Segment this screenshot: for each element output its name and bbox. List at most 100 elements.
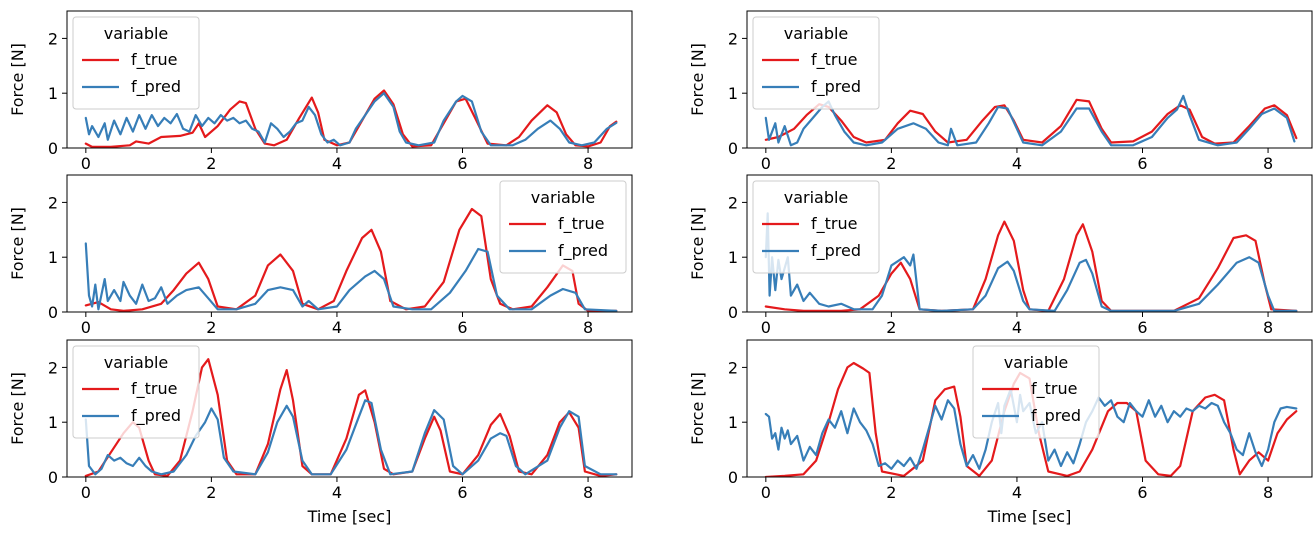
legend: variable f_true f_pred: [972, 345, 1100, 439]
x-axis-label: Time [sec]: [987, 507, 1072, 526]
y-tick-label: 1: [728, 413, 738, 432]
legend-label-f_pred: f_pred: [558, 241, 608, 261]
chart-panel-5: 0 2 4 6 8 0 1 2 Force [N] Time [sec] variable f_tru…: [8, 339, 633, 526]
x-tick-label: 8: [583, 483, 593, 502]
series-line-f_pred: [764, 94, 1296, 147]
series-line-f_pred: [84, 92, 618, 147]
plot-frame: [66, 174, 633, 313]
y-tick-label: 2: [728, 358, 738, 377]
legend-title: variable: [1004, 353, 1069, 372]
x-tick-label: 0: [761, 318, 771, 337]
y-axis-label: Force [N]: [8, 372, 27, 445]
x-tick-label: 0: [761, 154, 771, 173]
x-tick-label: 0: [81, 318, 91, 337]
x-tick-label: 8: [1263, 483, 1273, 502]
x-tick-label: 4: [1012, 154, 1022, 173]
legend-label-f_pred: f_pred: [1031, 406, 1081, 426]
legend: variable f_true f_pred: [752, 16, 880, 110]
legend-label-f_true: f_true: [131, 379, 177, 399]
legend: variable f_true f_pred: [752, 180, 880, 274]
x-tick-label: 6: [457, 483, 467, 502]
legend-label-f_pred: f_pred: [811, 241, 861, 261]
x-tick-label: 2: [206, 483, 216, 502]
legend-title: variable: [784, 188, 849, 207]
legend-label-f_true: f_true: [811, 50, 857, 70]
legend-title: variable: [784, 24, 849, 43]
y-tick-label: 0: [48, 468, 58, 487]
y-tick-label: 0: [728, 303, 738, 322]
y-tick-label: 2: [48, 358, 58, 377]
x-tick-label: 6: [457, 318, 467, 337]
plot-frame: [746, 339, 1313, 478]
x-axis-label: Time [sec]: [307, 507, 392, 526]
legend-label-f_pred: f_pred: [131, 77, 181, 97]
legend-title: variable: [104, 24, 169, 43]
y-axis-label: Force [N]: [8, 43, 27, 116]
x-tick-label: 6: [1137, 483, 1147, 502]
y-tick-label: 1: [728, 84, 738, 103]
y-tick-label: 0: [48, 139, 58, 158]
x-tick-label: 4: [1012, 483, 1022, 502]
x-tick-label: 4: [332, 154, 342, 173]
x-tick-label: 0: [81, 154, 91, 173]
series-line-f_true: [84, 207, 618, 312]
legend-label-f_pred: f_pred: [131, 406, 181, 426]
chart-panel-3: 0 2 4 6 8 0 1 2 Force [N] variable f_true f_pred: [8, 174, 633, 337]
x-tick-label: 2: [206, 318, 216, 337]
y-tick-label: 0: [728, 139, 738, 158]
y-tick-label: 1: [48, 84, 58, 103]
x-tick-label: 2: [886, 154, 896, 173]
x-tick-label: 2: [206, 154, 216, 173]
legend: variable f_true f_pred: [72, 345, 200, 439]
x-tick-label: 0: [761, 483, 771, 502]
x-tick-label: 8: [1263, 318, 1273, 337]
y-tick-label: 2: [728, 193, 738, 212]
y-tick-label: 0: [728, 468, 738, 487]
x-tick-label: 8: [583, 318, 593, 337]
y-tick-label: 0: [48, 303, 58, 322]
x-tick-label: 6: [457, 154, 467, 173]
y-axis-label: Force [N]: [688, 207, 707, 280]
legend-title: variable: [104, 353, 169, 372]
x-tick-label: 8: [1263, 154, 1273, 173]
y-axis-label: Force [N]: [8, 207, 27, 280]
series-line-f_true: [84, 358, 618, 477]
plot-frame: [66, 339, 633, 478]
series-line-f_pred: [84, 399, 618, 476]
legend: variable f_true f_pred: [72, 16, 200, 110]
series-line-f_pred: [764, 212, 1298, 312]
series-line-f_pred: [84, 242, 618, 312]
y-tick-label: 2: [48, 29, 58, 48]
chart-panel-6: 0 2 4 6 8 0 1 2 Force [N] Time [sec] variable f_tru…: [688, 339, 1313, 526]
legend-label-f_true: f_true: [131, 50, 177, 70]
chart-panel-4: 0 2 4 6 8 0 1 2 Force [N] variable f_true f_pred: [688, 174, 1313, 337]
plot-frame: [746, 10, 1313, 149]
legend-label-f_true: f_true: [811, 214, 857, 234]
y-tick-label: 2: [728, 29, 738, 48]
chart-panel-2: 0 2 4 6 8 0 1 2 Force [N] variable f_true f_pred: [688, 10, 1313, 173]
legend: variable f_true f_pred: [499, 180, 627, 274]
legend-label-f_true: f_true: [1031, 379, 1077, 399]
plot-frame: [66, 10, 633, 149]
y-axis-label: Force [N]: [688, 43, 707, 116]
y-axis-label: Force [N]: [688, 372, 707, 445]
y-tick-label: 1: [48, 413, 58, 432]
y-tick-label: 2: [48, 193, 58, 212]
x-tick-label: 8: [583, 154, 593, 173]
chart-panel-1: 0 2 4 6 8 0 1 2 Force [N] variable f_true f_pred: [8, 10, 633, 173]
x-tick-label: 2: [886, 318, 896, 337]
x-tick-label: 2: [886, 483, 896, 502]
legend-label-f_true: f_true: [558, 214, 604, 234]
x-tick-label: 4: [332, 483, 342, 502]
x-tick-label: 6: [1137, 154, 1147, 173]
plot-frame: [746, 174, 1313, 313]
y-tick-label: 1: [728, 248, 738, 267]
x-tick-label: 6: [1137, 318, 1147, 337]
y-tick-label: 1: [48, 248, 58, 267]
x-tick-label: 0: [81, 483, 91, 502]
x-tick-label: 4: [332, 318, 342, 337]
legend-title: variable: [531, 188, 596, 207]
x-tick-label: 4: [1012, 318, 1022, 337]
legend-label-f_pred: f_pred: [811, 77, 861, 97]
